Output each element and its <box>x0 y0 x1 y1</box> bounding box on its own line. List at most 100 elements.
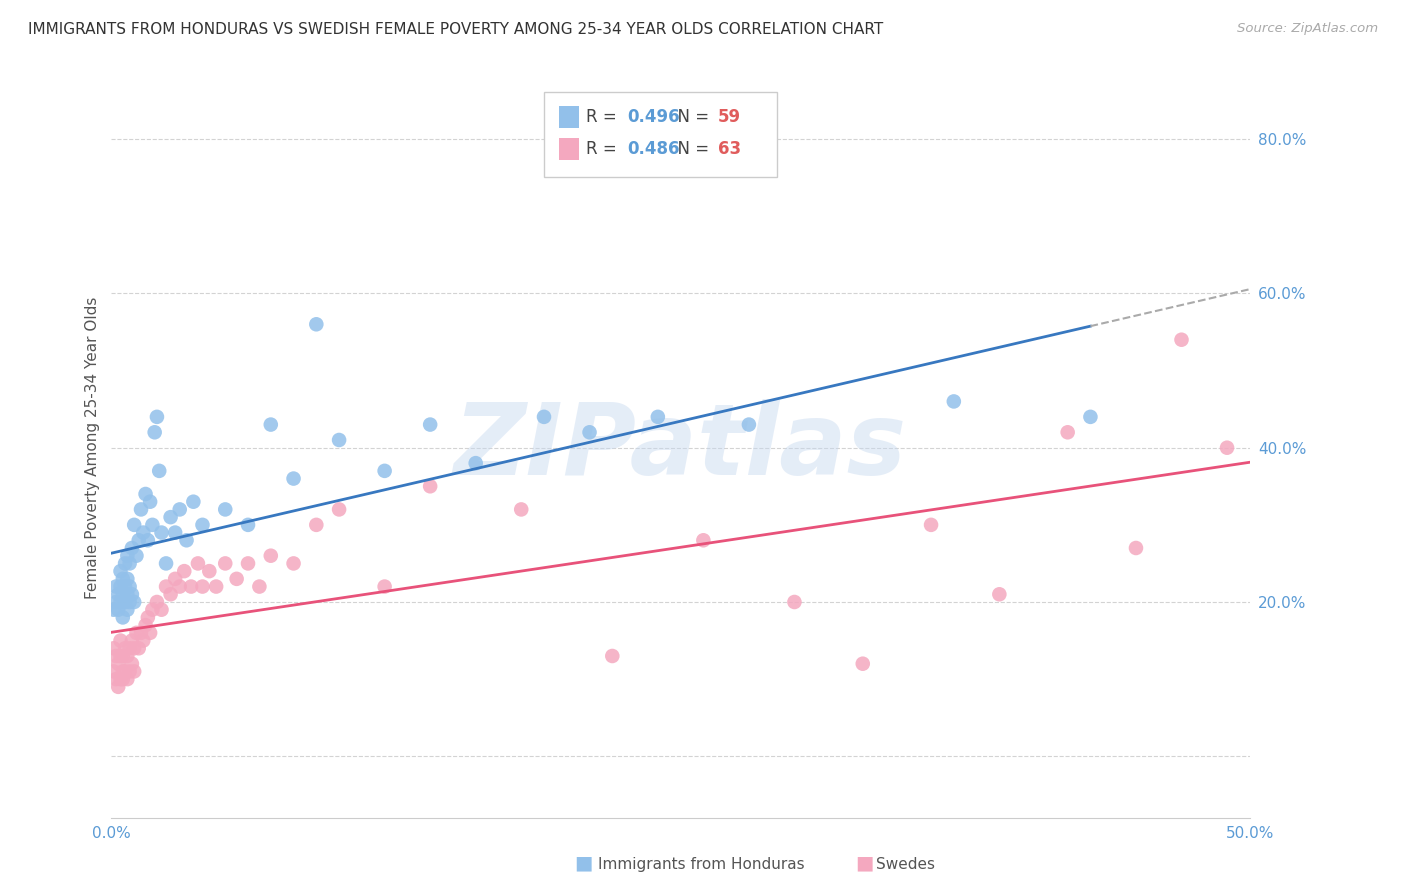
Point <box>205 580 228 594</box>
Point <box>305 318 328 332</box>
Bar <box>558 105 579 128</box>
Point <box>155 557 177 571</box>
Point <box>118 557 141 571</box>
Point <box>159 587 181 601</box>
Text: Source: ZipAtlas.com: Source: ZipAtlas.com <box>1237 22 1378 36</box>
Point <box>103 665 125 679</box>
Text: Immigrants from Honduras: Immigrants from Honduras <box>598 857 804 872</box>
Point <box>110 672 132 686</box>
Point <box>198 564 221 578</box>
Point <box>117 549 139 563</box>
Point <box>104 595 127 609</box>
Point <box>155 580 177 594</box>
Point <box>464 456 486 470</box>
Point <box>214 557 236 571</box>
Text: ■: ■ <box>855 854 875 872</box>
Point <box>139 625 162 640</box>
Point <box>117 587 139 601</box>
Point <box>920 517 942 532</box>
Point <box>125 625 148 640</box>
Point <box>141 517 163 532</box>
Point <box>187 557 209 571</box>
Point <box>283 557 305 571</box>
Point <box>128 641 150 656</box>
Point <box>600 648 623 663</box>
Point <box>129 625 152 640</box>
Point <box>150 603 173 617</box>
Point <box>159 510 181 524</box>
Point <box>305 517 328 532</box>
Point <box>214 502 236 516</box>
Point <box>533 409 555 424</box>
Point <box>136 610 159 624</box>
Text: N =: N = <box>666 140 714 158</box>
Point <box>852 657 875 671</box>
Point <box>122 641 145 656</box>
Point <box>374 464 396 478</box>
Point <box>169 502 191 516</box>
Y-axis label: Female Poverty Among 25-34 Year Olds: Female Poverty Among 25-34 Year Olds <box>86 296 100 599</box>
Point <box>104 648 127 663</box>
Point <box>260 417 283 432</box>
Point <box>114 595 136 609</box>
Point <box>111 572 134 586</box>
Text: IMMIGRANTS FROM HONDURAS VS SWEDISH FEMALE POVERTY AMONG 25-34 YEAR OLDS CORRELA: IMMIGRANTS FROM HONDURAS VS SWEDISH FEMA… <box>28 22 883 37</box>
Point <box>647 409 669 424</box>
Point <box>121 657 143 671</box>
Point <box>107 603 129 617</box>
Point <box>110 564 132 578</box>
Point <box>173 564 195 578</box>
Text: R =: R = <box>586 140 621 158</box>
Point <box>419 417 441 432</box>
Point <box>146 595 169 609</box>
Point <box>110 648 132 663</box>
Point <box>150 525 173 540</box>
Point <box>132 633 155 648</box>
Point <box>135 618 157 632</box>
Point <box>104 580 127 594</box>
Point <box>110 633 132 648</box>
Point <box>1125 541 1147 555</box>
Point <box>692 533 714 548</box>
Point <box>128 533 150 548</box>
Point <box>1056 425 1078 440</box>
Point <box>260 549 283 563</box>
Point <box>118 595 141 609</box>
Text: 59: 59 <box>718 108 741 126</box>
Point <box>114 557 136 571</box>
FancyBboxPatch shape <box>544 92 778 178</box>
Point <box>111 672 134 686</box>
Point <box>107 657 129 671</box>
Point <box>103 641 125 656</box>
Point <box>783 595 806 609</box>
Bar <box>558 138 579 161</box>
Point <box>510 502 533 516</box>
Point <box>110 595 132 609</box>
Point <box>191 517 214 532</box>
Point <box>117 672 139 686</box>
Point <box>165 525 187 540</box>
Point <box>114 580 136 594</box>
Point <box>139 494 162 508</box>
Point <box>236 517 259 532</box>
Point <box>111 648 134 663</box>
Point <box>117 572 139 586</box>
Point <box>236 557 259 571</box>
Point <box>283 472 305 486</box>
Point <box>135 487 157 501</box>
Text: ■: ■ <box>574 854 593 872</box>
Text: 0.496: 0.496 <box>627 108 679 126</box>
Point <box>578 425 600 440</box>
Point <box>143 425 166 440</box>
Point <box>148 464 170 478</box>
Point <box>122 517 145 532</box>
Text: 0.486: 0.486 <box>627 140 679 158</box>
Point <box>328 502 350 516</box>
Point <box>117 603 139 617</box>
Point <box>111 610 134 624</box>
Point <box>114 641 136 656</box>
Point <box>374 580 396 594</box>
Point <box>117 648 139 663</box>
Point <box>122 595 145 609</box>
Point <box>146 409 169 424</box>
